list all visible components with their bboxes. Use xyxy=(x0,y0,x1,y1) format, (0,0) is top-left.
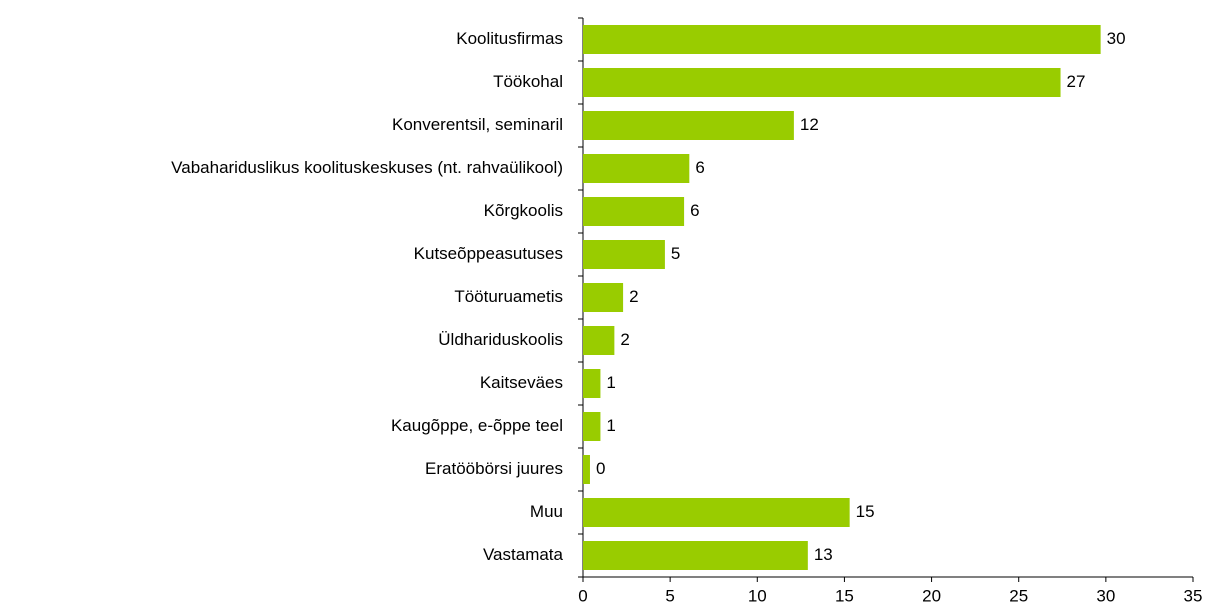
bar xyxy=(583,369,601,398)
bar xyxy=(583,412,601,441)
x-tick-label: 5 xyxy=(665,586,674,605)
value-label: 0 xyxy=(596,459,605,478)
x-tick-label: 10 xyxy=(748,586,767,605)
bar xyxy=(583,68,1061,97)
y-tick-label: Töökohal xyxy=(493,72,563,91)
bar xyxy=(583,197,685,226)
bar xyxy=(583,455,590,484)
y-tick-label: Kaugõppe, e-õppe teel xyxy=(391,416,563,435)
bar xyxy=(583,240,665,269)
y-tick-label: Üldhariduskoolis xyxy=(438,330,563,349)
bar xyxy=(583,498,850,527)
x-tick-label: 30 xyxy=(1096,586,1115,605)
value-label: 12 xyxy=(800,115,819,134)
y-tick-label: Koolitusfirmas xyxy=(456,29,563,48)
bar xyxy=(583,283,624,312)
bar xyxy=(583,541,808,570)
value-label: 6 xyxy=(690,201,699,220)
x-tick-label: 15 xyxy=(835,586,854,605)
value-label: 1 xyxy=(606,416,615,435)
y-tick-label: Kutseõppeasutuses xyxy=(414,244,563,263)
value-label: 2 xyxy=(620,330,629,349)
bar xyxy=(583,154,690,183)
value-label: 30 xyxy=(1107,29,1126,48)
y-tick-label: Kõrgkoolis xyxy=(484,201,563,220)
bar xyxy=(583,111,794,140)
y-tick-label: Muu xyxy=(530,502,563,521)
value-label: 1 xyxy=(606,373,615,392)
y-tick-label: Kaitseväes xyxy=(480,373,563,392)
x-tick-label: 35 xyxy=(1184,586,1203,605)
x-tick-label: 20 xyxy=(922,586,941,605)
x-tick-label: 0 xyxy=(578,586,587,605)
value-label: 5 xyxy=(671,244,680,263)
y-tick-label: Vastamata xyxy=(483,545,564,564)
y-tick-label: Tööturuametis xyxy=(454,287,563,306)
y-tick-label: Vabahariduslikus koolituskeskuses (nt. r… xyxy=(171,158,563,177)
bar xyxy=(583,326,615,355)
y-tick-label: Konverentsil, seminaril xyxy=(392,115,563,134)
value-label: 6 xyxy=(695,158,704,177)
value-label: 13 xyxy=(814,545,833,564)
bar xyxy=(583,25,1101,54)
value-label: 15 xyxy=(856,502,875,521)
value-label: 27 xyxy=(1067,72,1086,91)
value-label: 2 xyxy=(629,287,638,306)
x-tick-label: 25 xyxy=(1009,586,1028,605)
y-tick-label: Eratööbörsi juures xyxy=(425,459,563,478)
